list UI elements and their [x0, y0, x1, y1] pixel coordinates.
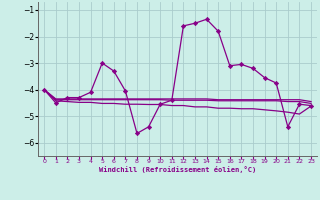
X-axis label: Windchill (Refroidissement éolien,°C): Windchill (Refroidissement éolien,°C)	[99, 166, 256, 173]
